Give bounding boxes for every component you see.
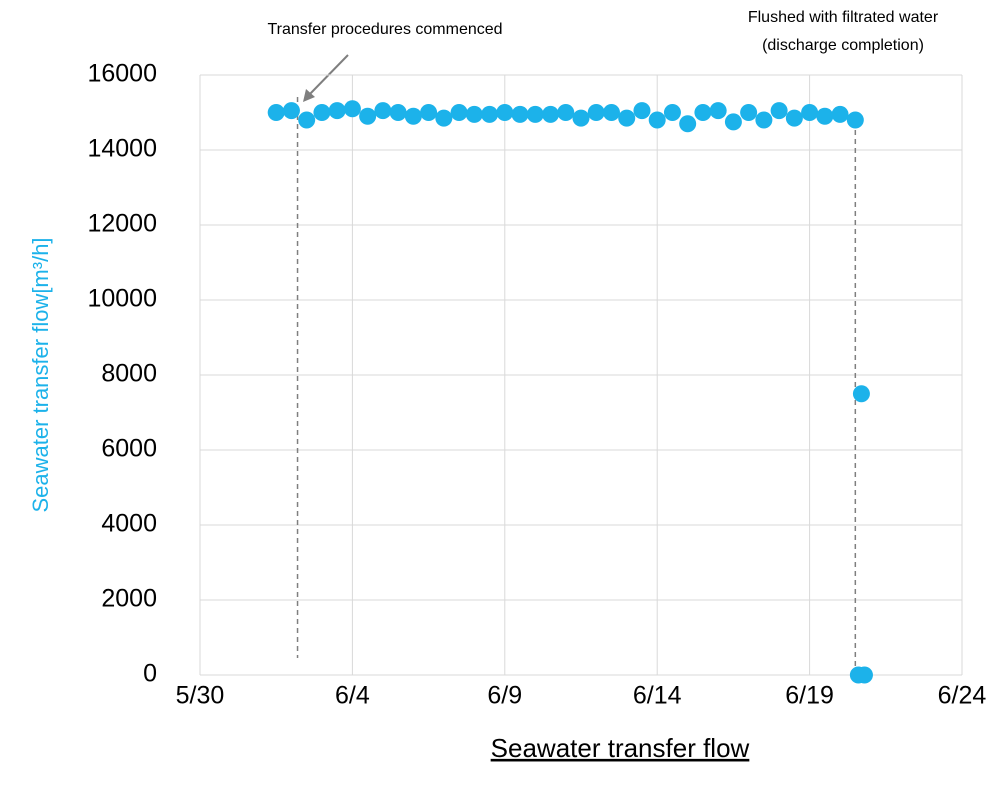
point: [755, 111, 773, 129]
point: [709, 102, 727, 120]
y-tick-label: 12000: [87, 210, 157, 238]
annotation-text: Flushed with filtrated water: [748, 9, 939, 26]
point: [846, 111, 864, 129]
point: [801, 104, 819, 121]
point: [587, 104, 605, 121]
point: [526, 105, 544, 123]
point: [663, 104, 681, 121]
point: [618, 109, 636, 127]
point: [343, 100, 361, 118]
annotation-text: (discharge completion): [762, 37, 924, 54]
y-tick-label: 6000: [101, 435, 157, 463]
point: [359, 107, 377, 125]
x-tick-label: 6/4: [335, 682, 370, 710]
y-tick-label: 2000: [101, 585, 157, 613]
y-tick-label: 14000: [87, 135, 157, 163]
point: [852, 385, 870, 403]
x-tick-label: 6/19: [785, 682, 834, 710]
point: [313, 104, 331, 121]
y-tick-label: 8000: [101, 360, 157, 388]
point: [694, 104, 712, 121]
x-tick-label: 6/24: [938, 682, 987, 710]
point: [389, 104, 407, 121]
point: [557, 104, 575, 121]
point: [831, 105, 849, 123]
point: [633, 102, 651, 120]
point: [770, 102, 788, 120]
point: [572, 109, 590, 127]
point: [450, 104, 468, 121]
point: [328, 102, 346, 120]
point: [602, 104, 620, 121]
point: [420, 104, 438, 121]
point: [282, 102, 300, 120]
point: [481, 105, 499, 123]
point: [542, 105, 560, 123]
y-tick-label: 10000: [87, 285, 157, 313]
point: [816, 107, 834, 125]
x-tick-label: 5/30: [176, 682, 225, 710]
y-tick-label: 4000: [101, 510, 157, 538]
point: [496, 104, 514, 121]
point: [298, 111, 316, 129]
annotation-text: Transfer procedures commenced: [267, 21, 502, 38]
point: [465, 105, 483, 123]
annotation-arrowhead: [303, 89, 315, 102]
x-tick-label: 6/14: [633, 682, 682, 710]
point: [648, 111, 666, 129]
point: [855, 666, 873, 684]
point: [404, 107, 422, 125]
y-tick-label: 0: [143, 660, 157, 688]
y-axis-label: Seawater transfer flow[m³/h]: [28, 237, 53, 512]
x-axis-label: Seawater transfer flow: [491, 733, 750, 763]
point: [511, 105, 529, 123]
point: [679, 115, 697, 133]
y-tick-label: 16000: [87, 60, 157, 88]
point: [724, 113, 742, 131]
point: [740, 104, 758, 121]
point: [785, 109, 803, 127]
point: [435, 109, 453, 127]
point: [374, 102, 392, 120]
x-tick-label: 6/9: [487, 682, 522, 710]
point: [267, 104, 285, 121]
